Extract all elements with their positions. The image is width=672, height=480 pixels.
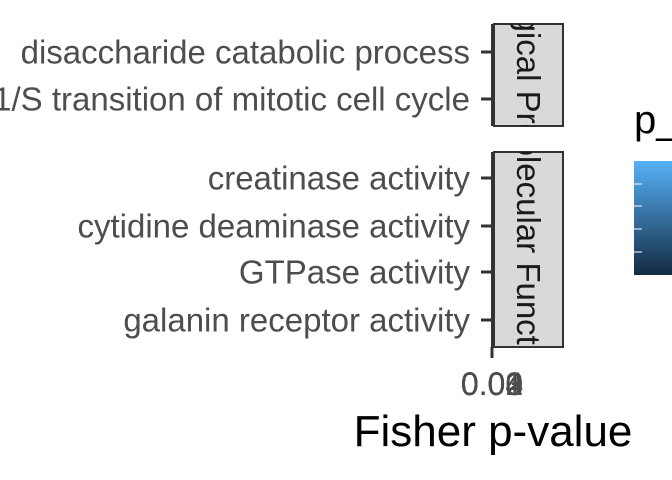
legend: p_value — [634, 98, 672, 275]
category-tick-label: creatinase activity — [208, 160, 471, 197]
x-tick-label: 0.03 — [461, 366, 523, 402]
x-axis: 0.000.010.020.030.04 — [461, 347, 523, 402]
x-tick-label: 0.02 — [461, 366, 523, 402]
category-tick-label: G1/S transition of mitotic cell cycle — [0, 81, 470, 118]
category-tick-label: galanin receptor activity — [123, 302, 470, 339]
x-tick-label: 0.01 — [461, 366, 523, 402]
category-tick-label: disaccharide catabolic process — [21, 34, 470, 71]
x-tick-label: 0.04 — [461, 366, 523, 402]
x-axis-title: Fisher p-value — [354, 407, 633, 456]
facet-strip-background — [493, 23, 564, 127]
facet-strip-background — [493, 151, 564, 348]
colorbar — [634, 161, 672, 275]
x-tick-label: 0.00 — [461, 366, 523, 402]
facet-strip: Molecular Function — [493, 110, 564, 389]
category-tick-label: GTPase activity — [239, 254, 471, 291]
category-tick-label: cytidine deaminase activity — [77, 208, 470, 245]
facet-panel: disaccharide catabolic process G1/S trans… — [0, 0, 564, 210]
facet-strip-label: Molecular Function — [510, 110, 547, 389]
legend-title: p_value — [634, 98, 672, 142]
facet-strip-label: Biological Process — [510, 0, 547, 210]
facet-panel: creatinase activity cytidine deaminase ac… — [77, 110, 564, 389]
facet-strip: Biological Process — [493, 0, 564, 210]
